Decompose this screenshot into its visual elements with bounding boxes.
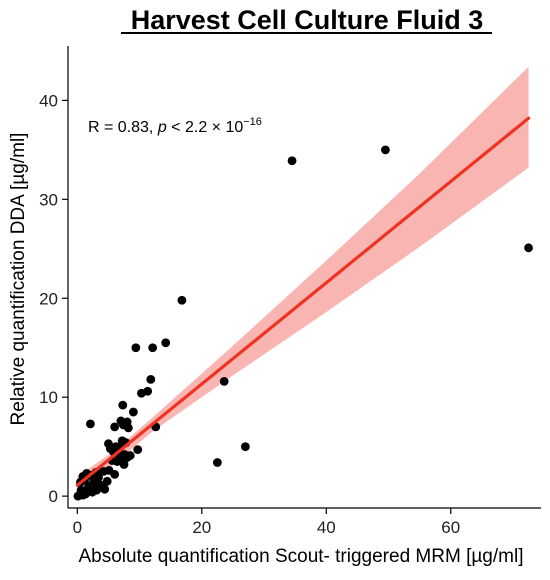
data-point bbox=[125, 451, 135, 460]
x-axis-label: Absolute quantification Scout- triggered… bbox=[79, 546, 524, 567]
data-point bbox=[146, 374, 156, 384]
data-point bbox=[219, 376, 229, 386]
annotation-r-text: R = 0.83, bbox=[88, 119, 158, 136]
annotation-p-symbol: p bbox=[157, 119, 167, 136]
data-point bbox=[381, 145, 390, 155]
x-tick-label: 20 bbox=[192, 518, 211, 537]
data-point bbox=[133, 445, 143, 455]
data-point bbox=[131, 343, 141, 353]
data-point bbox=[212, 458, 222, 467]
y-tick-label: 40 bbox=[39, 91, 58, 110]
data-point bbox=[161, 338, 171, 348]
data-point bbox=[143, 386, 153, 396]
x-tick-label: 0 bbox=[73, 518, 82, 537]
confidence-band bbox=[77, 66, 529, 495]
x-tick-label: 60 bbox=[441, 518, 460, 537]
y-tick-label: 0 bbox=[49, 487, 58, 506]
data-point bbox=[86, 419, 95, 429]
data-point bbox=[287, 156, 297, 166]
y-ticks: 0 10 20 30 40 bbox=[39, 91, 68, 506]
y-tick-label: 20 bbox=[39, 289, 58, 308]
confidence-band-layer bbox=[77, 66, 529, 495]
x-ticks: 0 20 40 60 bbox=[73, 508, 460, 537]
data-point bbox=[118, 400, 128, 410]
data-point bbox=[119, 460, 129, 469]
data-point bbox=[104, 439, 113, 449]
data-point bbox=[524, 243, 533, 253]
correlation-annotation: R = 0.83, p < 2.2 × 10−16 bbox=[88, 116, 262, 136]
y-tick-label: 10 bbox=[39, 388, 58, 407]
y-tick-label: 30 bbox=[39, 190, 58, 209]
chart-title: Harvest Cell Culture Fluid 3 bbox=[131, 5, 484, 35]
data-point bbox=[110, 422, 120, 432]
data-point bbox=[123, 423, 133, 433]
data-point bbox=[94, 472, 103, 482]
x-tick-label: 40 bbox=[317, 518, 336, 537]
regression-line-layer bbox=[75, 116, 531, 487]
annotation-p-exponent: −16 bbox=[243, 116, 262, 128]
data-point bbox=[148, 343, 158, 353]
data-point bbox=[128, 407, 138, 417]
y-axis-label: Relative quantification DDA [µg/ml] bbox=[8, 133, 29, 426]
data-point bbox=[110, 469, 120, 479]
axes bbox=[67, 46, 541, 509]
data-point bbox=[96, 480, 106, 490]
data-point bbox=[177, 295, 187, 305]
annotation-p-text: < 2.2 × 10 bbox=[167, 119, 244, 136]
data-point bbox=[240, 442, 250, 452]
regression-line bbox=[75, 116, 531, 487]
